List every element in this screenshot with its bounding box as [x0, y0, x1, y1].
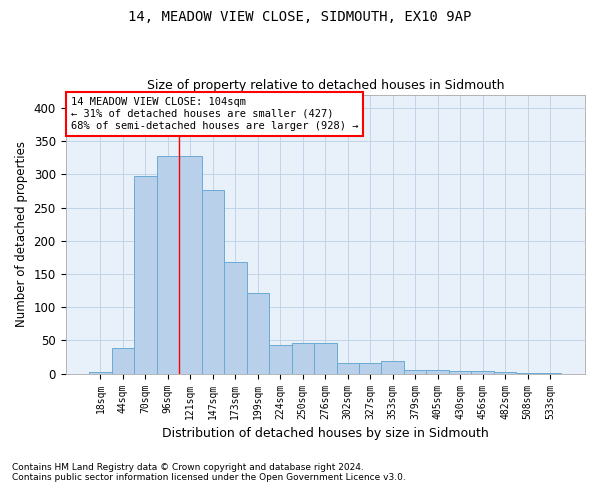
Bar	[427, 370, 449, 374]
X-axis label: Distribution of detached houses by size in Sidmouth: Distribution of detached houses by size …	[162, 427, 488, 440]
Bar	[472, 371, 494, 374]
Text: Contains HM Land Registry data © Crown copyright and database right 2024.: Contains HM Land Registry data © Crown c…	[12, 464, 364, 472]
Text: 14, MEADOW VIEW CLOSE, SIDMOUTH, EX10 9AP: 14, MEADOW VIEW CLOSE, SIDMOUTH, EX10 9A…	[128, 10, 472, 24]
Bar	[337, 363, 359, 374]
Bar	[382, 361, 404, 374]
Bar	[179, 156, 202, 374]
Bar	[157, 156, 179, 374]
Title: Size of property relative to detached houses in Sidmouth: Size of property relative to detached ho…	[146, 79, 504, 92]
Bar	[539, 373, 562, 374]
Bar	[202, 190, 224, 374]
Bar	[224, 262, 247, 374]
Bar	[292, 343, 314, 374]
Bar	[517, 373, 539, 374]
Bar	[494, 372, 517, 374]
Bar	[269, 345, 292, 374]
Bar	[112, 348, 134, 374]
Bar	[134, 176, 157, 374]
Bar	[359, 363, 382, 374]
Bar	[314, 343, 337, 374]
Bar	[449, 371, 472, 374]
Bar	[89, 372, 112, 374]
Bar	[404, 370, 427, 374]
Text: 14 MEADOW VIEW CLOSE: 104sqm
← 31% of detached houses are smaller (427)
68% of s: 14 MEADOW VIEW CLOSE: 104sqm ← 31% of de…	[71, 98, 358, 130]
Text: Contains public sector information licensed under the Open Government Licence v3: Contains public sector information licen…	[12, 474, 406, 482]
Bar	[247, 292, 269, 374]
Y-axis label: Number of detached properties: Number of detached properties	[15, 141, 28, 327]
